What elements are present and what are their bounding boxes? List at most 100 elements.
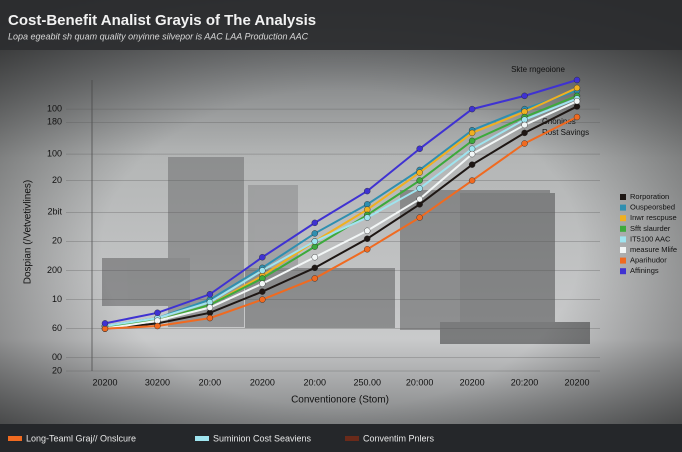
x-tick-label: 20:000: [406, 377, 434, 387]
data-point: [468, 161, 476, 168]
legend-swatch: [620, 268, 626, 275]
series-line: [104, 97, 578, 328]
legend-swatch: [620, 194, 626, 200]
x-tick-label: 20200: [564, 377, 589, 387]
data-point: [521, 121, 528, 129]
series-line: [104, 105, 578, 330]
legend-swatch: [620, 257, 626, 264]
legend-label: Affinings: [630, 266, 659, 275]
subtitle: Lopa egeabit sh quam quality onyinne sil…: [8, 31, 309, 41]
series-line: [104, 89, 578, 328]
y-tick-label: 100: [47, 103, 62, 113]
footer-label: Conventim Pnlers: [363, 433, 435, 443]
series-line: [104, 100, 578, 330]
data-point: [364, 187, 371, 195]
series: [101, 103, 581, 332]
series: [101, 97, 581, 332]
data-point: [311, 254, 318, 261]
y-tick-label: 100: [47, 148, 62, 158]
annotation: Cnonines: [542, 117, 576, 126]
data-point: [416, 177, 423, 184]
footer-label: Long-Teaml Graj// Onslcure: [26, 433, 136, 443]
x-tick-label: 20200: [92, 377, 117, 387]
footer: [0, 424, 682, 452]
series: [101, 113, 581, 332]
legend-label: Aparihudor: [630, 256, 667, 265]
y-tick-label: 20: [52, 175, 62, 185]
data-point: [311, 264, 318, 272]
series-line: [104, 116, 578, 330]
data-point: [206, 314, 214, 322]
y-tick-label: 20: [52, 236, 62, 246]
data-point: [259, 254, 266, 261]
legend-label: measure Mlife: [630, 245, 677, 254]
data-point: [468, 105, 476, 113]
data-point: [364, 246, 371, 253]
x-axis-label: Conventionore (Stom): [291, 395, 389, 406]
data-point: [311, 238, 318, 245]
data-point: [468, 177, 476, 184]
legend-label: Rorporation: [630, 192, 669, 201]
y-axis-label: Dospian (/Vetvetivlines): [23, 180, 34, 285]
y-tick-label: 180: [47, 117, 62, 127]
chart-title: Cost-Benefit Analist Grayis of The Analy…: [8, 12, 316, 29]
data-point: [573, 113, 581, 121]
annotation: Skte rngeoione: [511, 65, 565, 74]
y-tick-label: 00: [52, 352, 62, 362]
series-line: [104, 79, 578, 325]
data-point: [311, 275, 318, 282]
x-tick-label: 20:00: [304, 377, 327, 387]
x-tick-label: 250.00: [353, 377, 381, 387]
data-point: [259, 288, 266, 295]
data-point: [573, 97, 581, 105]
x-tick-label: 20:200: [511, 377, 539, 387]
legend-swatch: [620, 204, 626, 211]
x-tick-label: 20200: [250, 377, 275, 387]
data-point: [259, 296, 266, 303]
legend-swatch: [620, 225, 626, 232]
y-tick-label: 200: [47, 265, 62, 275]
annotation: Rost Savings: [542, 128, 589, 137]
x-tick-label: 20200: [460, 377, 485, 387]
data-point: [573, 76, 581, 84]
data-point: [521, 92, 528, 100]
data-point: [468, 150, 476, 158]
x-tick-label: 20:00: [199, 377, 222, 387]
y-tick-label: 2bit: [47, 207, 62, 217]
data-point: [101, 320, 109, 327]
footer-swatch: [345, 436, 359, 441]
series-line: [104, 94, 578, 328]
data-point: [154, 309, 161, 316]
legend-label: IT5100 AAC: [630, 234, 671, 243]
data-point: [311, 219, 318, 227]
y-tick-label: 60: [52, 323, 62, 333]
data-point: [364, 214, 371, 221]
legend-swatch: [620, 247, 626, 253]
data-point: [364, 235, 371, 242]
y-tick-label: 20: [52, 365, 62, 375]
legend-label: Sfft slaurder: [630, 224, 671, 233]
data-point: [416, 195, 423, 203]
legend-swatch: [620, 215, 626, 222]
data-point: [416, 214, 423, 221]
data-point: [468, 137, 476, 145]
data-point: [521, 129, 528, 137]
y-tick-label: 10: [52, 294, 62, 304]
data-point: [416, 169, 423, 176]
data-point: [259, 267, 266, 274]
data-point: [259, 280, 266, 287]
footer-label: Suminion Cost Seaviens: [213, 433, 312, 443]
footer-swatch: [8, 436, 22, 441]
data-point: [521, 140, 528, 147]
data-point: [206, 304, 214, 311]
data-point: [573, 84, 581, 92]
legend-swatch: [620, 236, 626, 243]
series: [101, 76, 581, 327]
data-point: [154, 322, 161, 330]
data-point: [311, 230, 318, 237]
legend-label: Ouspeorsbed: [630, 203, 675, 212]
x-tick-label: 30200: [145, 377, 170, 387]
data-point: [364, 227, 371, 234]
